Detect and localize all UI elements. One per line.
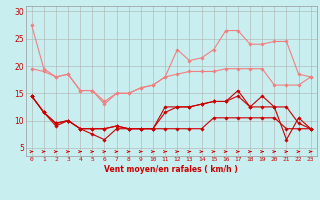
X-axis label: Vent moyen/en rafales ( km/h ): Vent moyen/en rafales ( km/h ) <box>104 165 238 174</box>
